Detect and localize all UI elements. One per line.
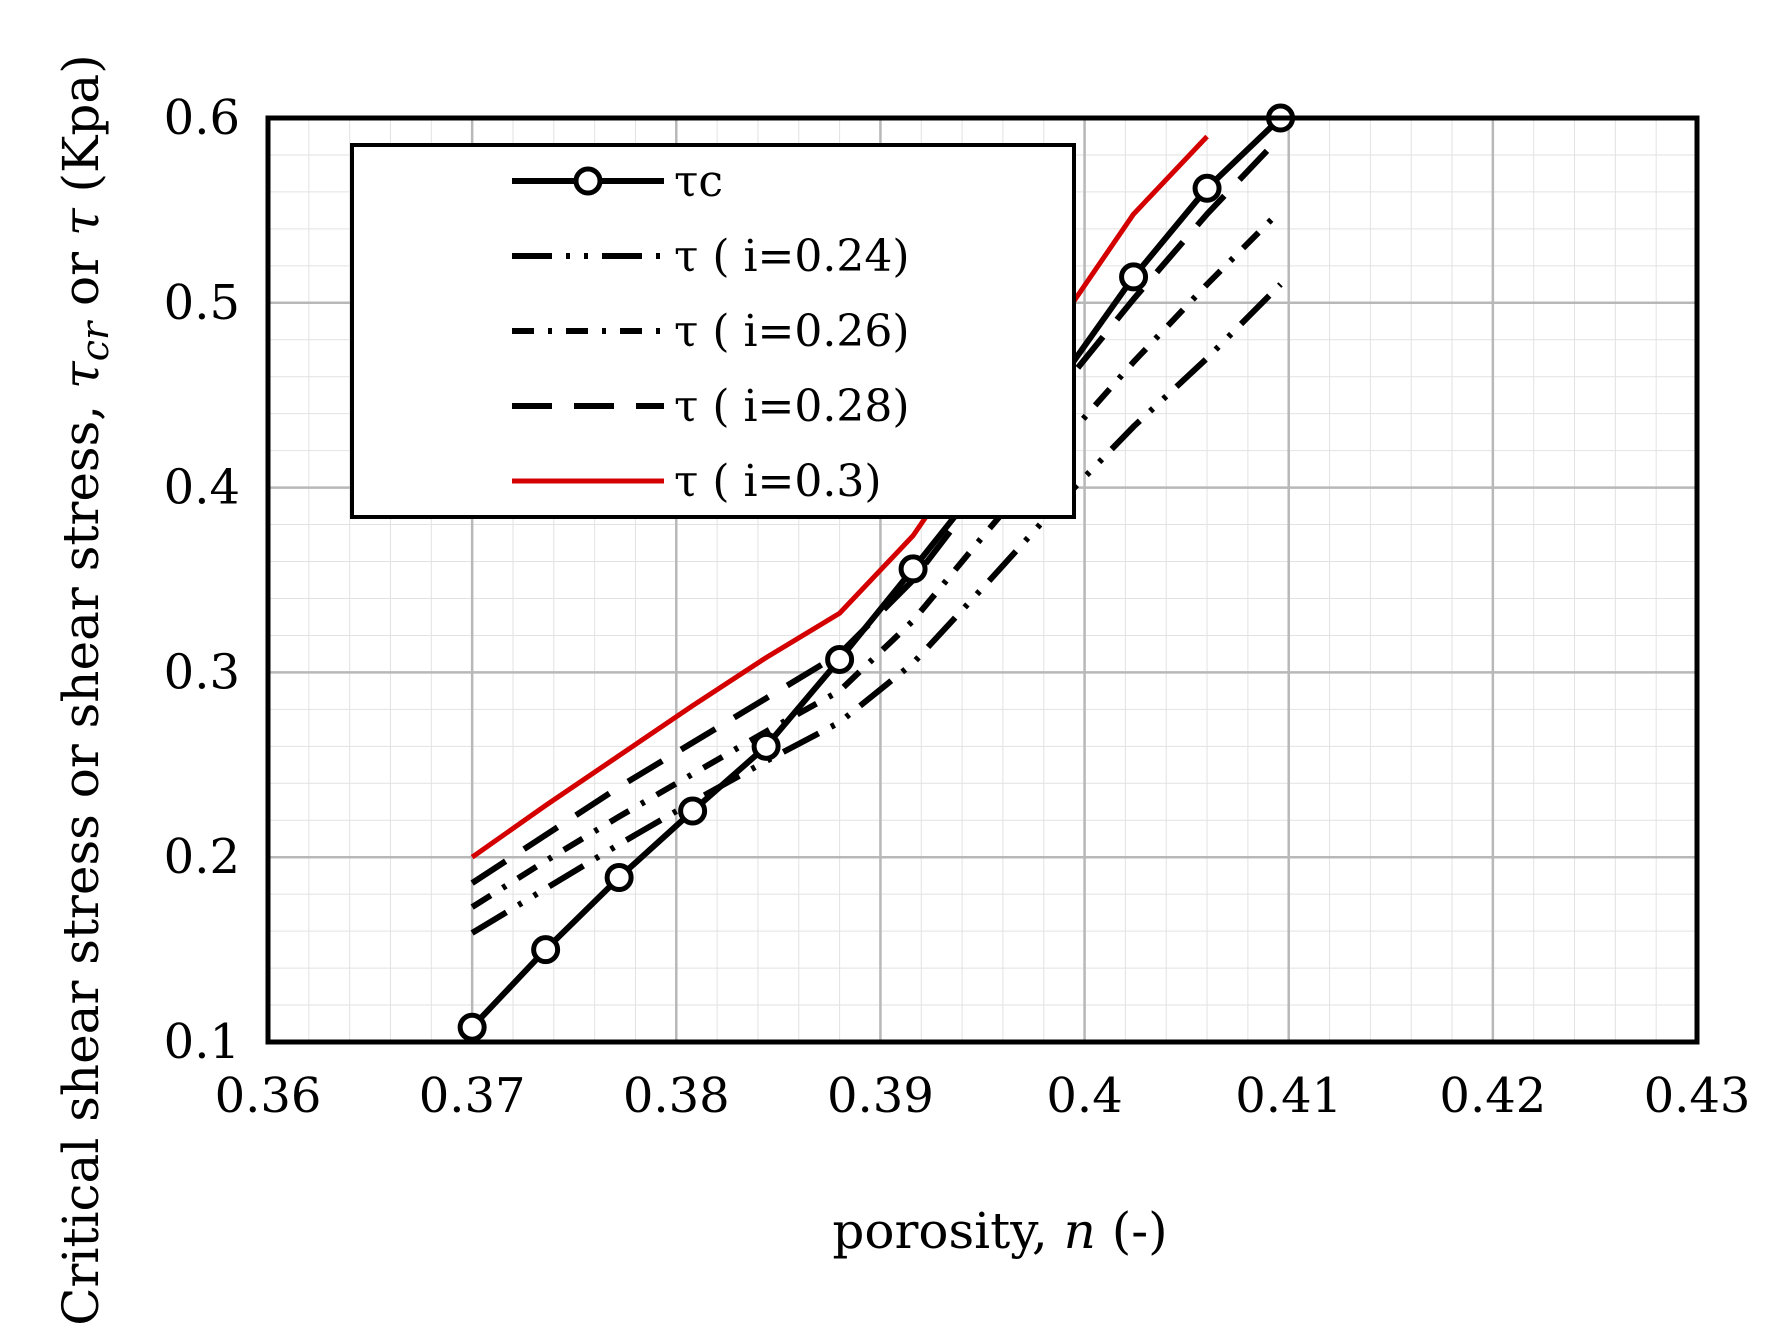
legend-item: τ ( i=0.26) — [512, 306, 910, 357]
data-point — [604, 863, 634, 893]
series-1 — [470, 282, 1283, 936]
y-tick-label: 0.5 — [164, 275, 240, 331]
y-tick-label: 0.1 — [164, 1014, 240, 1070]
x-tick-label: 0.42 — [1439, 1068, 1546, 1124]
series-line — [470, 134, 1209, 860]
series-layer — [457, 103, 1296, 1042]
series-line — [470, 208, 1283, 910]
legend-label: τ ( i=0.26) — [674, 306, 910, 357]
data-point — [1192, 173, 1222, 203]
series-3 — [470, 134, 1283, 886]
legend-marker — [573, 166, 603, 196]
x-tick-label: 0.37 — [419, 1068, 526, 1124]
legend-item: τc — [512, 156, 723, 207]
series-0 — [457, 103, 1296, 1042]
legend-label: τ ( i=0.28) — [674, 381, 910, 432]
y-tick-label: 0.3 — [164, 644, 240, 700]
y-tick-label: 0.4 — [164, 460, 240, 516]
y-tick-labels: 0.1 0.2 0.3 0.4 0.5 0.6 — [164, 90, 240, 1070]
data-point — [898, 554, 928, 584]
y-tick-label: 0.2 — [164, 829, 240, 885]
data-point — [457, 1012, 487, 1042]
data-point — [678, 796, 708, 826]
y-axis-title: Critical shear stress or shear stress, τ… — [52, 54, 117, 1323]
legend-item: τ ( i=0.24) — [512, 231, 910, 282]
legend-item: τ ( i=0.28) — [512, 381, 910, 432]
x-tick-label: 0.4 — [1046, 1068, 1122, 1124]
y-tick-label: 0.6 — [164, 90, 240, 146]
series-2 — [470, 208, 1283, 910]
data-point — [751, 731, 781, 761]
x-tick-label: 0.43 — [1644, 1068, 1751, 1124]
x-tick-label: 0.39 — [827, 1068, 934, 1124]
legend-label: τ ( i=0.24) — [674, 231, 910, 282]
series-line — [470, 134, 1283, 886]
series-4 — [470, 134, 1209, 860]
series-line — [469, 115, 1283, 1030]
x-tick-labels: 0.36 0.37 0.38 0.39 0.4 0.41 0.42 0.43 — [215, 1068, 1751, 1124]
legend-item: τ ( i=0.3) — [512, 456, 882, 507]
legend-label: τc — [674, 156, 723, 207]
x-tick-label: 0.38 — [623, 1068, 730, 1124]
data-point — [1119, 262, 1149, 292]
x-tick-label: 0.41 — [1235, 1068, 1342, 1124]
legend: τc τ ( i=0.24) τ ( i=0.26) τ ( i=0.28) τ ( i… — [350, 143, 1076, 519]
legend-label: τ ( i=0.3) — [674, 456, 882, 507]
x-tick-label: 0.36 — [215, 1068, 322, 1124]
data-point — [531, 935, 561, 965]
series-line — [470, 282, 1283, 936]
data-point — [825, 644, 855, 674]
legend-box — [350, 143, 1076, 519]
x-axis-title: porosity, n (-) — [832, 1202, 1167, 1260]
plot-frame — [265, 115, 1700, 1045]
